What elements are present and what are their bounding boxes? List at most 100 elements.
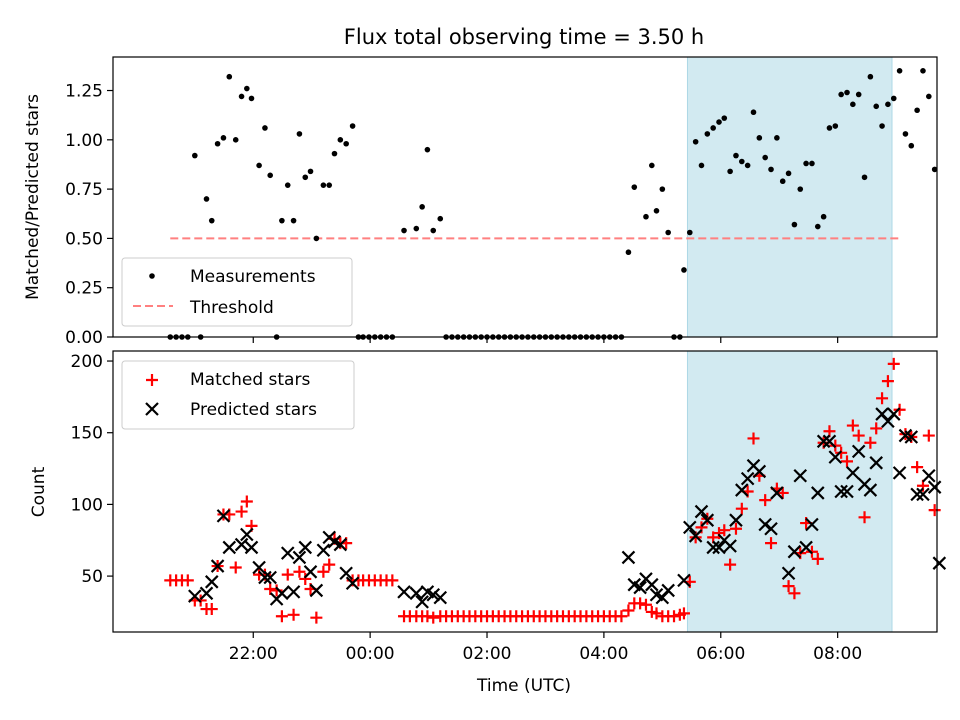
measurement-point (844, 89, 850, 96)
predicted-star-marker (258, 570, 272, 585)
bottom-y-tick-label: 100 (71, 495, 103, 515)
measurement-point (430, 227, 437, 234)
predicted-star-marker (222, 540, 237, 555)
predicted-star-marker (805, 517, 819, 532)
measurement-point (879, 123, 885, 129)
measurement-point (779, 178, 786, 185)
measurement-point (256, 162, 262, 169)
matched-star-marker (858, 511, 871, 524)
predicted-star-marker (863, 483, 878, 497)
legend-measurements-marker (149, 273, 155, 279)
measurement-point (768, 166, 774, 173)
matched-stars-layer (164, 357, 941, 624)
measurement-point (756, 135, 763, 141)
x-axis-label: Time (UTC) (476, 676, 571, 696)
measurement-point (203, 196, 210, 202)
predicted-star-marker (677, 573, 691, 588)
predicted-star-marker (199, 586, 214, 601)
measurement-point (908, 142, 915, 149)
measurement-point (326, 182, 333, 188)
predicted-star-marker (712, 540, 726, 555)
legend-threshold-label: Threshold (189, 298, 274, 318)
measurement-point (343, 140, 349, 147)
matched-star-marker (310, 611, 323, 624)
predicted-star-marker (415, 595, 429, 609)
bottom-x-tick-label: 08:00 (813, 644, 862, 664)
matched-star-marker (275, 610, 288, 623)
predicted-star-marker (210, 559, 225, 573)
measurement-point (914, 107, 920, 114)
matched-star-marker (864, 436, 877, 449)
predicted-star-marker (811, 486, 825, 500)
measurement-point (226, 73, 233, 80)
predicted-star-marker (851, 444, 866, 459)
predicted-star-marker (694, 504, 709, 519)
predicted-star-marker (683, 520, 697, 535)
measurement-point (313, 235, 320, 242)
measurement-point (762, 154, 768, 161)
matched-star-marker (229, 561, 242, 574)
bottom-legend: Matched stars Predicted stars (121, 360, 355, 430)
measurement-point (716, 119, 722, 125)
matched-star-marker (788, 587, 801, 600)
predicted-star-marker (752, 464, 767, 479)
measurement-point (413, 225, 420, 232)
matched-star-marker (205, 603, 218, 616)
predicted-stars-layer (188, 407, 947, 609)
top-panel: 0.00 0.25 0.50 0.75 1.00 1.25 Matched/Predict… (23, 56, 938, 348)
top-axes-frame (112, 56, 938, 338)
predicted-star-marker (793, 468, 808, 483)
measurement-point (797, 186, 804, 192)
matched-star-marker (264, 582, 277, 595)
measurement-point (302, 174, 309, 181)
matched-star-marker (622, 604, 635, 617)
bottom-shaded-region (686, 350, 893, 633)
bottom-x-tick-label: 04:00 (579, 644, 628, 664)
predicted-star-marker (216, 509, 231, 523)
measurement-point (873, 103, 880, 110)
predicted-star-marker (886, 407, 901, 421)
measurement-point (244, 85, 250, 92)
predicted-star-marker (706, 540, 720, 555)
measurement-point (814, 223, 821, 230)
measurement-point (208, 217, 215, 224)
bottom-y-axis-label: Count (29, 466, 49, 517)
top-y-axis: 0.00 0.25 0.50 0.75 1.00 1.25 (65, 82, 113, 348)
measurement-point (232, 137, 239, 143)
matched-star-marker (870, 422, 883, 435)
matched-star-marker (235, 505, 248, 518)
matched-star-marker (747, 432, 760, 445)
top-y-axis-label: Matched/Predicted stars (23, 94, 43, 300)
measurement-point (665, 229, 671, 236)
measurement-point (896, 68, 903, 74)
legend-predicted-label: Predicted stars (190, 400, 317, 420)
measurement-point (850, 101, 856, 108)
predicted-star-marker (916, 487, 930, 502)
matched-star-marker (782, 580, 795, 593)
predicted-star-marker (910, 487, 924, 502)
predicted-star-marker (244, 540, 259, 555)
matched-star-marker (759, 494, 772, 507)
matched-star-marker (639, 598, 652, 611)
bottom-x-tick-label: 02:00 (463, 644, 512, 664)
predicted-star-marker (846, 466, 860, 480)
predicted-star-marker (252, 560, 266, 575)
predicted-star-marker (433, 590, 448, 605)
measurement-point (307, 168, 314, 175)
predicted-star-marker (700, 513, 715, 527)
predicted-star-marker (309, 583, 324, 598)
predicted-star-marker (204, 575, 219, 589)
predicted-star-marker (661, 583, 675, 598)
bottom-x-axis: 22:00 00:00 02:00 04:00 06:00 08:00 (229, 632, 862, 664)
measurement-point (704, 131, 711, 137)
measurement-point (885, 101, 891, 108)
matched-star-marker (427, 611, 440, 624)
matched-star-marker (323, 558, 336, 571)
predicted-star-marker (927, 480, 942, 494)
measurement-point (238, 93, 245, 100)
measurement-point (331, 150, 338, 157)
top-shaded-region (686, 56, 893, 338)
measurement-point (809, 160, 815, 167)
matched-star-marker (270, 584, 283, 597)
